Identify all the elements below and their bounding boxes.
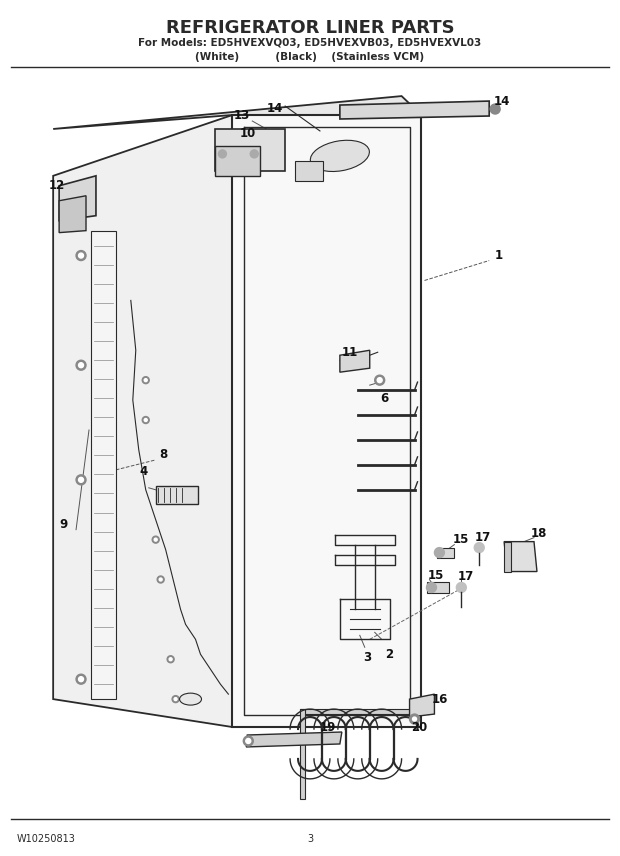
Polygon shape	[53, 115, 233, 727]
Polygon shape	[410, 694, 435, 717]
Polygon shape	[215, 146, 260, 175]
Text: 11: 11	[342, 346, 358, 359]
Circle shape	[76, 360, 86, 370]
Circle shape	[174, 698, 177, 700]
Circle shape	[456, 582, 466, 592]
Text: 20: 20	[412, 721, 428, 734]
Text: 16: 16	[432, 693, 448, 705]
Bar	[156, 486, 198, 503]
Polygon shape	[232, 115, 422, 727]
Circle shape	[169, 657, 172, 661]
Text: eReplacementParts.com: eReplacementParts.com	[225, 423, 395, 437]
Polygon shape	[246, 732, 342, 747]
Text: 14: 14	[267, 102, 283, 115]
Circle shape	[79, 363, 84, 368]
Text: (White)          (Black)    (Stainless VCM): (White) (Black) (Stainless VCM)	[195, 52, 425, 62]
Text: For Models: ED5HVEXVQ03, ED5HVEXVB03, ED5HVEXVL03: For Models: ED5HVEXVQ03, ED5HVEXVB03, ED…	[138, 39, 482, 48]
Circle shape	[153, 536, 159, 543]
Text: 18: 18	[531, 527, 547, 540]
Polygon shape	[427, 581, 450, 593]
Circle shape	[142, 377, 149, 383]
Polygon shape	[300, 709, 305, 799]
Circle shape	[79, 253, 84, 258]
Polygon shape	[59, 196, 86, 233]
Ellipse shape	[311, 140, 370, 171]
Text: 17: 17	[458, 570, 474, 583]
Circle shape	[76, 675, 86, 684]
Circle shape	[377, 377, 382, 383]
Text: 15: 15	[427, 569, 444, 582]
Circle shape	[374, 375, 384, 385]
Text: 1: 1	[495, 249, 503, 262]
Polygon shape	[340, 350, 370, 372]
Text: REFRIGERATOR LINER PARTS: REFRIGERATOR LINER PARTS	[166, 20, 454, 38]
Polygon shape	[504, 542, 537, 572]
Text: 9: 9	[59, 518, 67, 532]
Circle shape	[435, 548, 445, 557]
Polygon shape	[53, 96, 422, 129]
Text: 4: 4	[140, 466, 148, 479]
Text: W10250813: W10250813	[16, 834, 75, 844]
Circle shape	[157, 576, 164, 583]
Circle shape	[142, 417, 149, 424]
Text: 15: 15	[453, 533, 469, 546]
Text: 12: 12	[49, 179, 65, 193]
Text: 13: 13	[234, 109, 250, 122]
Circle shape	[167, 656, 174, 663]
Circle shape	[172, 696, 179, 703]
Polygon shape	[504, 542, 511, 572]
Text: 14: 14	[494, 94, 510, 108]
Polygon shape	[438, 548, 454, 557]
Text: 17: 17	[475, 531, 491, 544]
Text: 3: 3	[364, 651, 372, 663]
Circle shape	[410, 714, 420, 724]
Circle shape	[243, 736, 253, 746]
Polygon shape	[340, 101, 489, 119]
Text: 3: 3	[307, 834, 313, 844]
Text: 10: 10	[240, 128, 257, 140]
Circle shape	[144, 378, 147, 382]
Circle shape	[144, 419, 147, 421]
Circle shape	[218, 150, 226, 158]
Circle shape	[412, 717, 417, 721]
Circle shape	[490, 104, 500, 114]
Text: 6: 6	[381, 391, 389, 405]
Bar	[295, 161, 323, 181]
Text: 19: 19	[320, 721, 336, 734]
Text: 8: 8	[159, 449, 168, 461]
Circle shape	[159, 578, 162, 581]
Circle shape	[79, 677, 84, 681]
Polygon shape	[300, 709, 430, 714]
Circle shape	[250, 150, 259, 158]
Text: 2: 2	[386, 648, 394, 661]
Circle shape	[79, 478, 84, 482]
Circle shape	[76, 251, 86, 260]
Polygon shape	[91, 230, 116, 699]
Ellipse shape	[180, 693, 202, 705]
Polygon shape	[59, 175, 96, 221]
Polygon shape	[215, 129, 285, 171]
Circle shape	[76, 475, 86, 484]
Circle shape	[154, 538, 157, 541]
Circle shape	[474, 543, 484, 553]
Circle shape	[427, 582, 436, 592]
Circle shape	[246, 739, 250, 744]
